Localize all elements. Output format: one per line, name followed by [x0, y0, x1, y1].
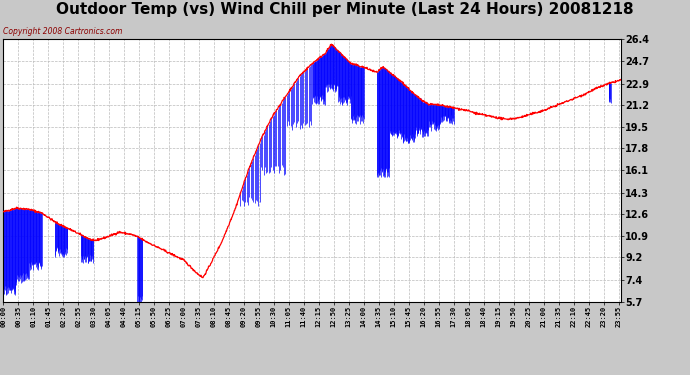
- Text: Outdoor Temp (vs) Wind Chill per Minute (Last 24 Hours) 20081218: Outdoor Temp (vs) Wind Chill per Minute …: [56, 2, 634, 17]
- Text: Copyright 2008 Cartronics.com: Copyright 2008 Cartronics.com: [3, 27, 123, 36]
